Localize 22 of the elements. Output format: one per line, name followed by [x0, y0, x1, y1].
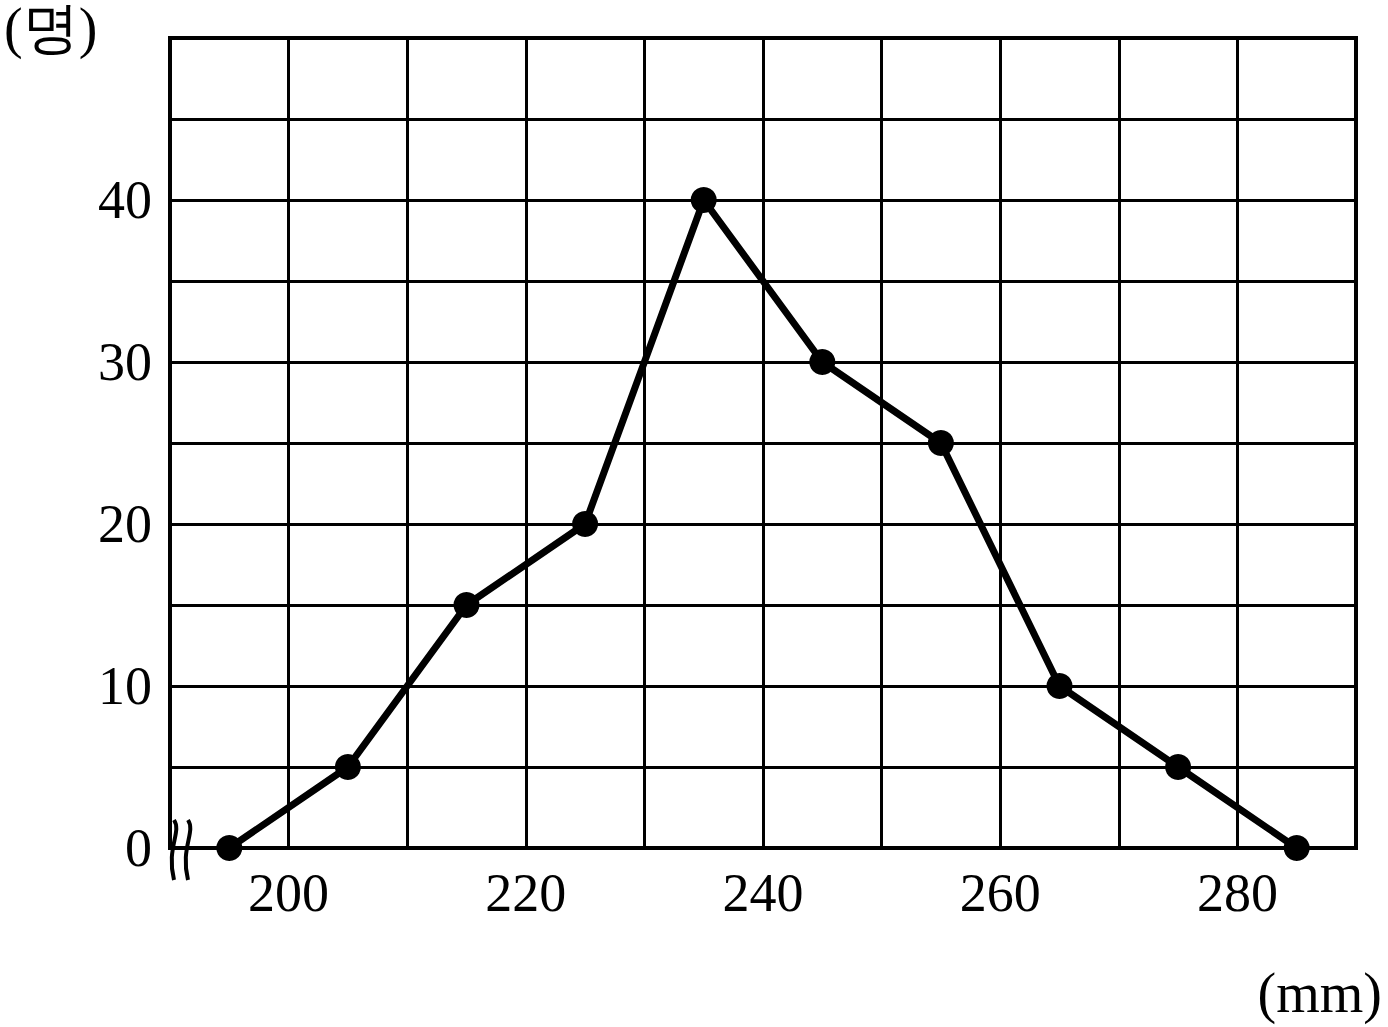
x-tick-label: 280: [1196, 863, 1278, 923]
point: [334, 754, 361, 780]
x-axis-title: (mm): [1257, 962, 1383, 1025]
point: [1283, 835, 1310, 861]
x-tick-label: 240: [722, 863, 804, 923]
point: [809, 349, 836, 375]
y-tick-label: 30: [98, 332, 152, 392]
y-tick-label: 40: [98, 170, 152, 230]
y-axis-title: (명): [4, 0, 98, 60]
x-tick-label: 200: [248, 863, 330, 923]
point: [1165, 754, 1192, 780]
y-tick-label: 0: [125, 818, 152, 878]
point: [690, 187, 717, 213]
point: [453, 592, 480, 618]
x-tick-label: 260: [959, 863, 1041, 923]
point: [216, 835, 243, 861]
y-tick-label: 20: [98, 494, 152, 554]
x-tick-label: 220: [485, 863, 567, 923]
y-tick-label: 10: [98, 656, 152, 716]
point: [1046, 673, 1073, 699]
point: [572, 511, 599, 537]
point: [927, 430, 954, 456]
